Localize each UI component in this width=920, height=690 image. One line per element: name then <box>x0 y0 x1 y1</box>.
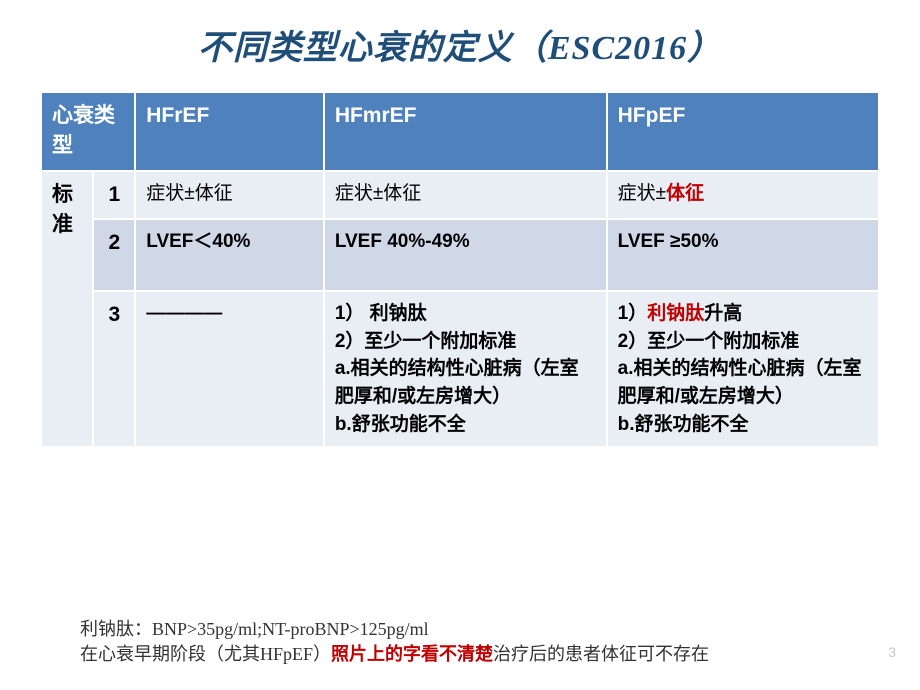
slide-title: 不同类型心衰的定义（ESC2016） <box>40 20 880 69</box>
fn2-b: 照片上的字看不清楚 <box>331 644 493 664</box>
footnotes: 利钠肽：BNP>35pg/ml;NT-proBNP>125pg/ml 在心衰早期… <box>80 617 709 666</box>
r3c2-l1: 1） 利钠肽 <box>335 303 427 324</box>
r3c2-l4: b.舒张功能不全 <box>335 414 466 435</box>
cell-r2-hfpef: LVEF ≥50% <box>607 219 879 291</box>
table-row: 标准 1 症状±体征 症状±体征 症状±体征 <box>41 171 879 219</box>
cell-r2-hfmref: LVEF 40%-49% <box>324 219 607 291</box>
cell-r3-hfpef: 1）利钠肽升高 2）至少一个附加标准 a.相关的结构性心脏病（左室肥厚和/或左房… <box>607 291 879 447</box>
r3c3-l1a: 1） <box>618 303 648 324</box>
cell-r3-hfref: ———— <box>135 291 324 447</box>
cell-r1-hfref: 症状±体征 <box>135 171 324 219</box>
row-num-2: 2 <box>93 219 135 291</box>
r3c3-l1b: 利钠肽 <box>647 303 704 324</box>
r1c3-text-b: 体征 <box>666 183 704 204</box>
table-header-row: 心衰类型 HFrEF HFmrEF HFpEF <box>41 92 879 171</box>
header-hfpef: HFpEF <box>607 92 879 171</box>
r3c2-l3: a.相关的结构性心脏病（左室肥厚和/或左房增大） <box>335 358 579 407</box>
footnote-line1: 利钠肽：BNP>35pg/ml;NT-proBNP>125pg/ml <box>80 617 709 641</box>
table-row: 3 ———— 1） 利钠肽 2）至少一个附加标准 a.相关的结构性心脏病（左室肥… <box>41 291 879 447</box>
r3c2-l2: 2）至少一个附加标准 <box>335 331 517 352</box>
cell-r1-hfpef: 症状±体征 <box>607 171 879 219</box>
cell-r2-hfref: LVEF＜40% <box>135 219 324 291</box>
r3c3-l4: b.舒张功能不全 <box>618 414 749 435</box>
cell-r1-hfmref: 症状±体征 <box>324 171 607 219</box>
table-row: 2 LVEF＜40% LVEF 40%-49% LVEF ≥50% <box>41 219 879 291</box>
row-label-criteria: 标准 <box>41 171 93 447</box>
header-hfref: HFrEF <box>135 92 324 171</box>
cell-r3-hfmref: 1） 利钠肽 2）至少一个附加标准 a.相关的结构性心脏病（左室肥厚和/或左房增… <box>324 291 607 447</box>
fn2-c: 治疗后的患者体征可不存在 <box>493 644 709 664</box>
hf-definition-table: 心衰类型 HFrEF HFmrEF HFpEF 标准 1 症状±体征 症状±体征… <box>40 91 880 448</box>
fn2-a: 在心衰早期阶段（尤其HFpEF） <box>80 644 331 664</box>
r1c3-text-a: 症状± <box>618 183 666 204</box>
row-num-3: 3 <box>93 291 135 447</box>
slide-number: 3 <box>888 644 896 660</box>
r3c3-l1c: 升高 <box>704 303 742 324</box>
row-num-1: 1 <box>93 171 135 219</box>
r3c3-l3: a.相关的结构性心脏病（左室肥厚和/或左房增大） <box>618 358 862 407</box>
header-left: 心衰类型 <box>41 92 135 171</box>
footnote-line2: 在心衰早期阶段（尤其HFpEF）照片上的字看不清楚治疗后的患者体征可不存在 <box>80 642 709 666</box>
r3c3-l2: 2）至少一个附加标准 <box>618 331 800 352</box>
header-hfmref: HFmrEF <box>324 92 607 171</box>
